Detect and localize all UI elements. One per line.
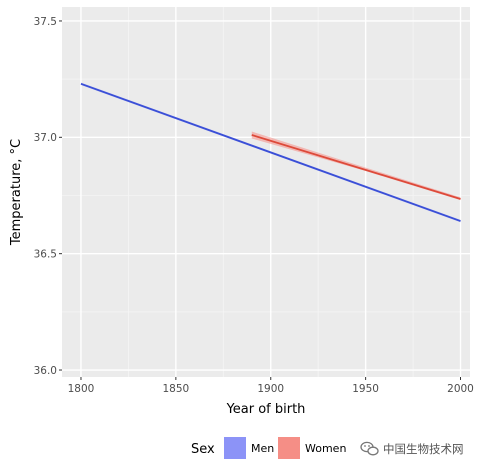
x-tick-label: 1950 xyxy=(352,383,379,395)
series-line-men xyxy=(80,82,461,222)
x-tick-label: 1850 xyxy=(162,383,189,395)
legend-key-men xyxy=(224,437,246,459)
legend: Sex Men Women xyxy=(191,437,346,459)
watermark: 中国生物技术网 xyxy=(360,441,464,456)
panel-background xyxy=(62,7,470,377)
y-axis-title: Temperature, °C xyxy=(9,139,24,246)
grid-major xyxy=(62,7,470,377)
watermark-text: 中国生物技术网 xyxy=(383,442,464,456)
y-tick-label: 36.0 xyxy=(34,365,57,377)
legend-key-women xyxy=(278,437,300,459)
series-line-women xyxy=(251,134,461,200)
legend-title: Sex xyxy=(191,442,215,457)
wechat-icon xyxy=(360,441,379,456)
y-tick-label: 37.0 xyxy=(34,132,57,144)
legend-label-men: Men xyxy=(251,442,274,455)
y-tick-label: 37.5 xyxy=(34,16,57,28)
grid-minor xyxy=(62,7,470,377)
x-tick-label: 2000 xyxy=(447,383,474,395)
y-tick-label: 36.5 xyxy=(34,248,57,260)
series-lines xyxy=(80,82,461,222)
y-axis: 36.0 36.5 37.0 37.5 xyxy=(34,16,62,377)
legend-label-women: Women xyxy=(305,442,346,455)
x-tick-label: 1900 xyxy=(257,383,284,395)
x-axis-title: Year of birth xyxy=(226,402,306,417)
x-axis: 1800 1850 1900 1950 2000 xyxy=(68,377,474,395)
x-tick-label: 1800 xyxy=(68,383,95,395)
